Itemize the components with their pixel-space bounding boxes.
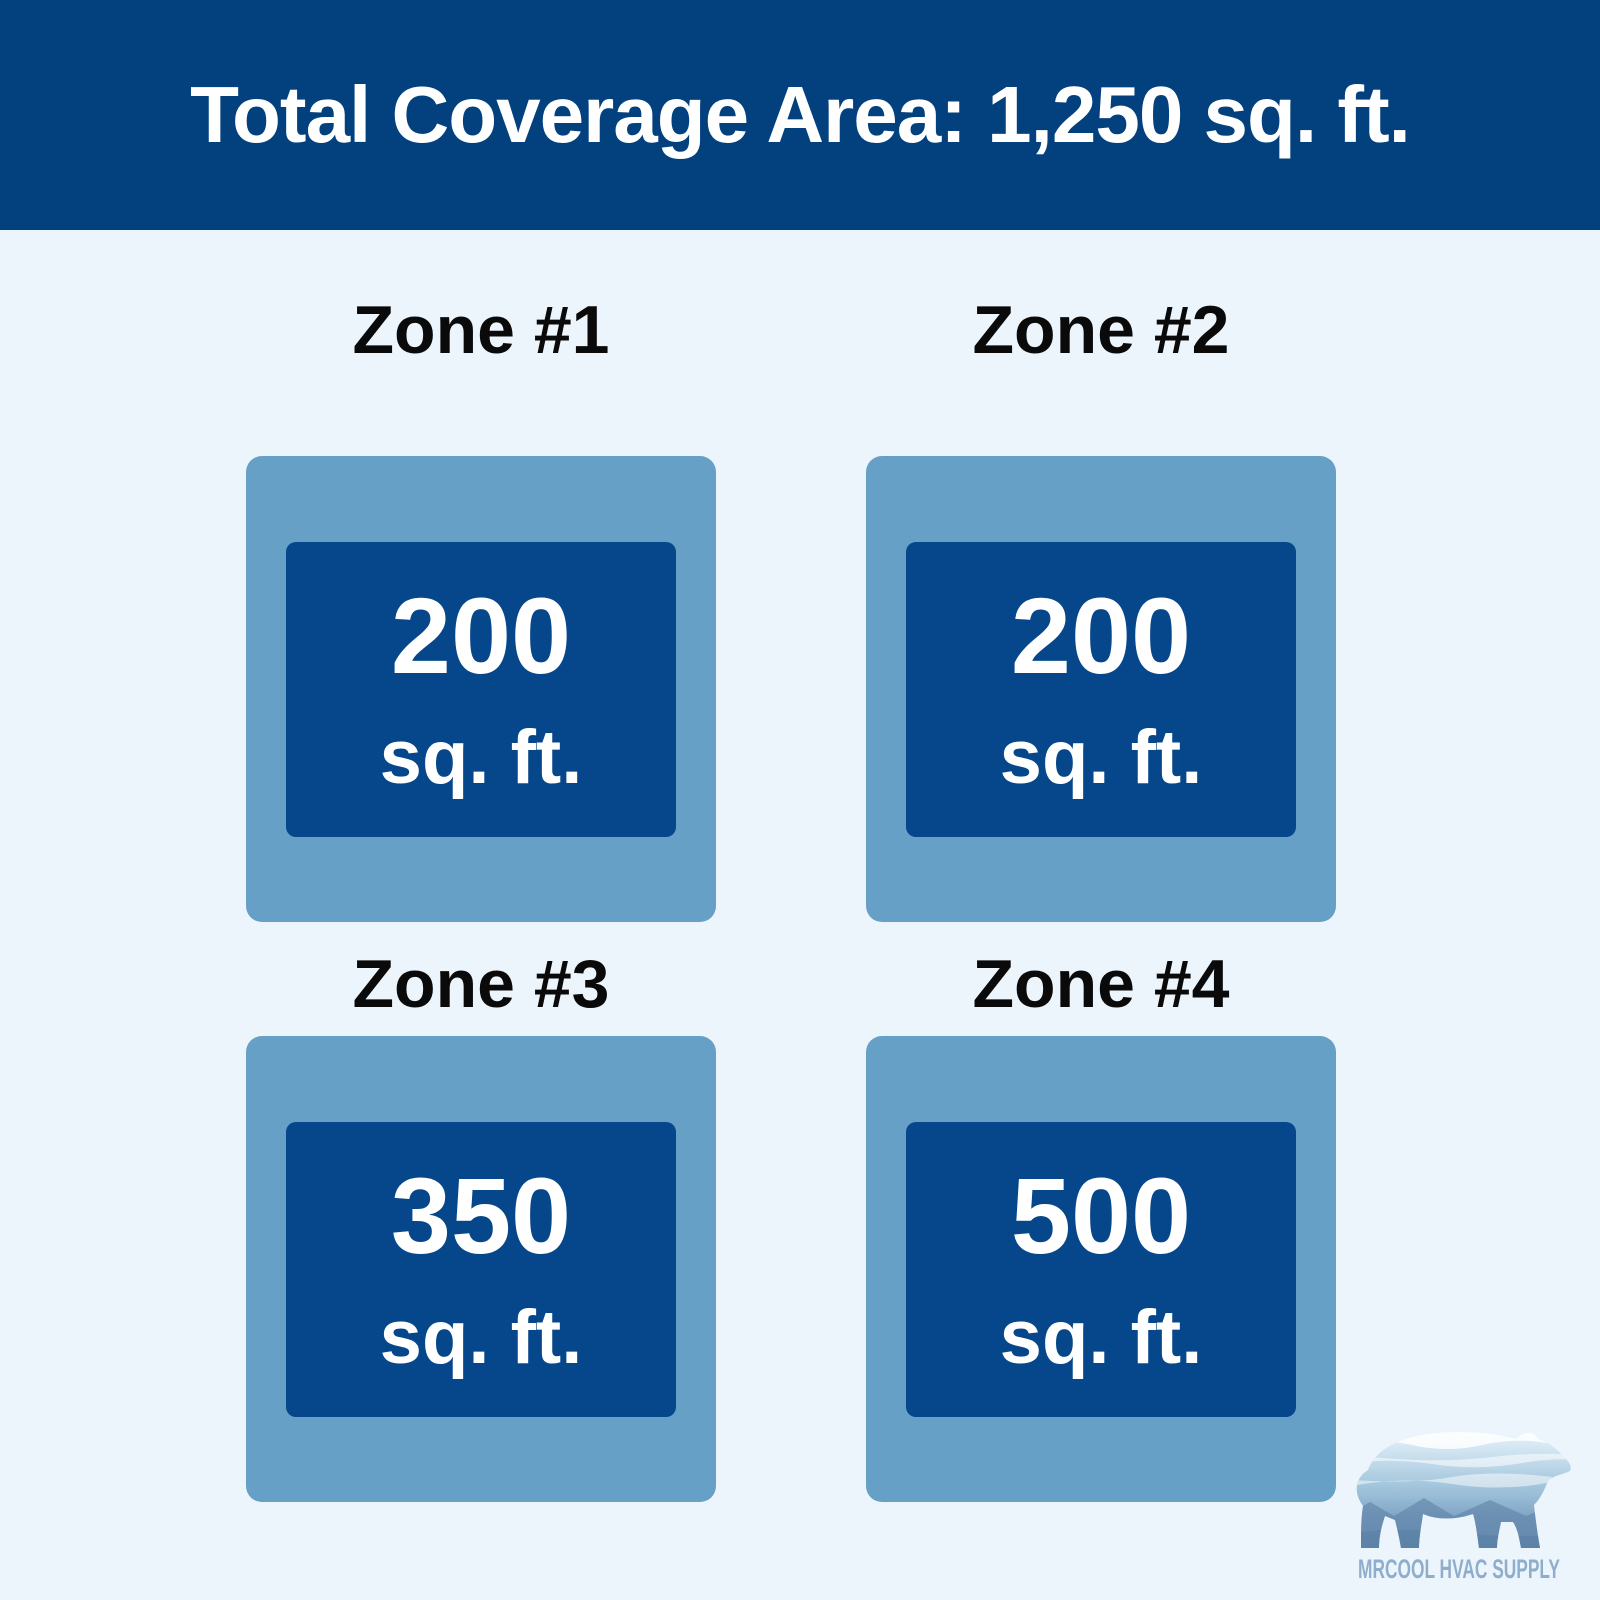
zone-labels-row-2: Zone #3 Zone #4 — [0, 950, 1600, 1018]
zone-1-label: Zone #1 — [352, 292, 610, 368]
zone-3-label: Zone #3 — [352, 946, 610, 1022]
zone-3-value: 350 — [390, 1155, 572, 1276]
polar-bear-icon: MRCOOL HVAC SUPPLY — [1356, 1431, 1571, 1584]
zone-2-coverage-box: 200 sq. ft. — [906, 541, 1296, 837]
header-banner: Total Coverage Area: 1,250 sq. ft. — [0, 0, 1600, 230]
zone-labels-row-1: Zone #1 Zone #2 — [0, 296, 1600, 364]
zone-1-value: 200 — [390, 575, 572, 696]
zone-2-label: Zone #2 — [972, 292, 1230, 368]
zone-3-card: 350 sq. ft. — [246, 1036, 716, 1502]
zone-1-coverage-box: 200 sq. ft. — [286, 541, 676, 837]
brand-logo: MRCOOL HVAC SUPPLY — [1342, 1418, 1577, 1591]
zone-4-value: 500 — [1010, 1155, 1192, 1276]
zone-cards-row-2: 350 sq. ft. 500 sq. ft. — [0, 1036, 1600, 1502]
total-coverage-title: Total Coverage Area: 1,250 sq. ft. — [190, 70, 1411, 159]
zone-1-unit: sq. ft. — [379, 715, 583, 800]
zone-3-coverage-box: 350 sq. ft. — [286, 1121, 676, 1417]
zone-4-label: Zone #4 — [972, 946, 1230, 1022]
zone-4-card: 500 sq. ft. — [866, 1036, 1336, 1502]
zone-4-unit: sq. ft. — [999, 1295, 1203, 1380]
zone-2-value: 200 — [1010, 575, 1192, 696]
zone-2-card: 200 sq. ft. — [866, 456, 1336, 922]
zone-cards-row-1: 200 sq. ft. 200 sq. ft. — [0, 456, 1600, 922]
brand-name: MRCOOL HVAC SUPPLY — [1358, 1554, 1560, 1584]
zone-4-coverage-box: 500 sq. ft. — [906, 1121, 1296, 1417]
zone-2-unit: sq. ft. — [999, 715, 1203, 800]
zone-3-unit: sq. ft. — [379, 1295, 583, 1380]
zone-1-card: 200 sq. ft. — [246, 456, 716, 922]
